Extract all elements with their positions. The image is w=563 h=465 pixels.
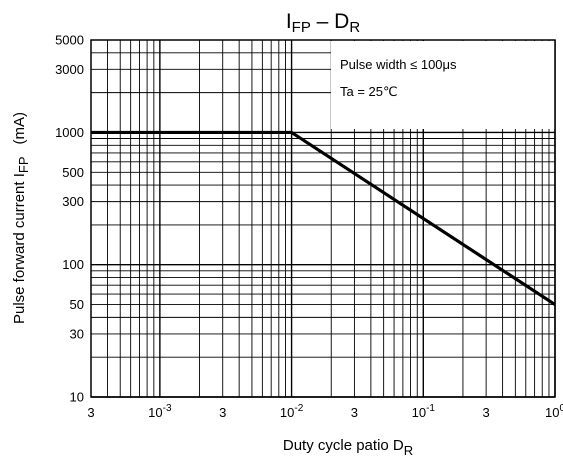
y-tick-label: 10	[70, 390, 84, 405]
series-layer	[91, 130, 556, 306]
x-tick-label-base: 10	[545, 405, 559, 420]
x-tick-label: 10-2	[280, 403, 304, 420]
y-axis-label-main: Pulse forward current I	[11, 173, 28, 324]
chart-title: IFP – DR	[286, 10, 361, 36]
x-tick-label: 10-3	[148, 403, 172, 420]
plot-frame	[90, 39, 556, 398]
x-tick-label-exponent: 0	[559, 403, 563, 414]
chart-title-mid: – D	[311, 10, 350, 33]
legend-line-temperature: Ta = 25℃	[340, 84, 398, 99]
x-tick-label-base: 10	[280, 405, 294, 420]
x-tick-label-exponent: -2	[294, 403, 303, 414]
x-tick-label-exponent: -3	[163, 403, 172, 414]
chart-title-main: I	[286, 10, 292, 33]
y-tick-label: 50	[70, 297, 84, 312]
series-line	[91, 130, 556, 306]
x-axis-label-sub: R	[404, 443, 413, 458]
x-tick-label-base: 3	[87, 405, 94, 420]
y-tick-label: 500	[62, 165, 84, 180]
x-tick-label: 3	[87, 405, 94, 420]
y-axis-label-sub: FP	[16, 156, 31, 173]
y-tick-label: 1000	[55, 125, 84, 140]
x-axis-label-main: Duty cycle patio D	[283, 437, 404, 454]
y-tick-label: 300	[62, 194, 84, 209]
x-tick-label-exponent: -1	[426, 403, 435, 414]
x-tick-labels: 3 10-3 3 10-2 3 10-1 3 100	[87, 403, 563, 420]
legend-box	[331, 41, 555, 129]
x-tick-label-base: 3	[219, 405, 226, 420]
y-axis-label: Pulse forward current IFP (mA)	[11, 112, 31, 324]
y-tick-label: 5000	[55, 33, 84, 48]
x-tick-label-base: 10	[148, 405, 162, 420]
y-tick-label: 30	[70, 326, 84, 341]
x-tick-label: 3	[483, 405, 490, 420]
legend-line-pulse-width: Pulse width ≤ 100μs	[340, 57, 457, 72]
x-tick-label: 3	[219, 405, 226, 420]
x-tick-label: 10-1	[412, 403, 436, 420]
y-tick-label: 100	[62, 257, 84, 272]
x-axis-label: Duty cycle patio DR	[283, 437, 413, 458]
x-tick-label: 100	[545, 403, 563, 420]
chart-title-sub2: R	[349, 19, 360, 36]
y-axis-label-unit: (mA)	[11, 112, 28, 145]
chart-title-sub1: FP	[292, 19, 311, 36]
x-tick-label-base: 3	[483, 405, 490, 420]
x-tick-label-base: 10	[412, 405, 426, 420]
y-tick-label: 3000	[55, 62, 84, 77]
x-tick-label-base: 3	[351, 405, 358, 420]
x-tick-label: 3	[351, 405, 358, 420]
y-tick-labels: 10 30 50 100 300 500 1000 3000 5000	[55, 33, 84, 405]
